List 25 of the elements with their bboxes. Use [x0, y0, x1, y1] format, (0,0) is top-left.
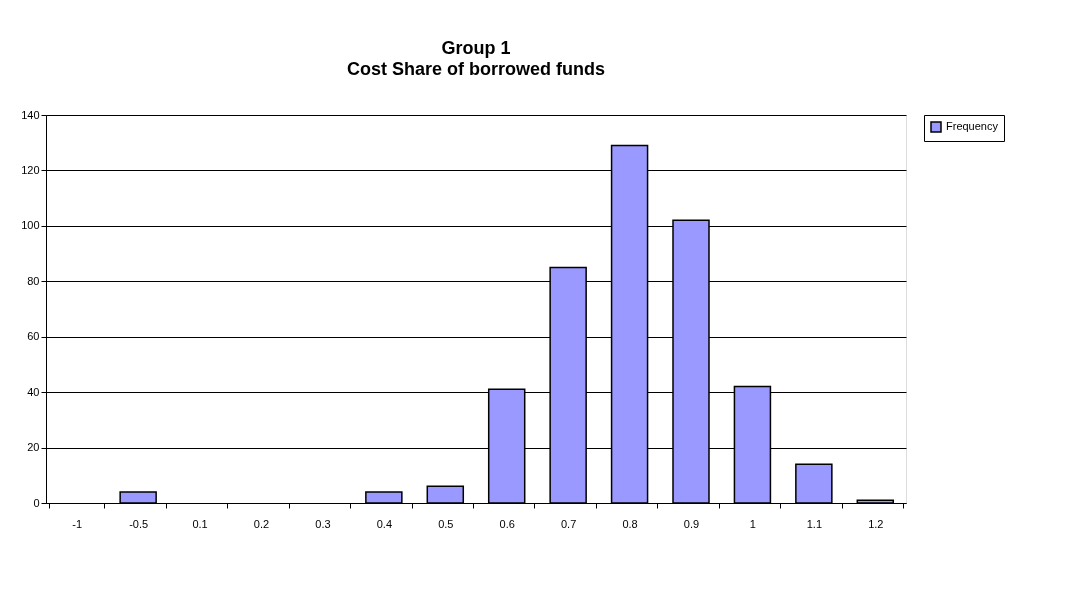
y-tick-label: 140 — [21, 108, 40, 121]
x-tick-label: 0.9 — [683, 517, 700, 530]
x-tick-label: 0.2 — [253, 517, 270, 530]
x-tick-label: 0.3 — [315, 517, 331, 530]
x-tick-label: 0.1 — [192, 517, 208, 530]
x-tick-label: 0.4 — [376, 517, 393, 530]
x-tick-label: 0.8 — [622, 517, 638, 530]
x-tick-label: -1 — [72, 517, 83, 530]
y-tick-label: 40 — [27, 385, 40, 398]
x-tick-label: 0.7 — [560, 517, 577, 530]
x-tick-label: -0.5 — [129, 517, 149, 530]
y-tick-label: 120 — [21, 163, 40, 176]
x-tick-label: 0.5 — [438, 517, 454, 530]
x-tick-label: 0.6 — [499, 517, 515, 530]
x-tick-label: 1.1 — [806, 517, 823, 530]
y-tick-label: 80 — [27, 274, 40, 287]
x-tick-label: 1.2 — [868, 517, 884, 530]
y-tick-label: 0 — [33, 496, 40, 509]
chart-title: Group 1 — [441, 38, 511, 58]
y-tick-label: 20 — [27, 441, 40, 454]
y-tick-label: 60 — [27, 330, 40, 343]
chart-subtitle: Cost Share of borrowed funds — [346, 59, 606, 79]
legend-label: Frequency — [946, 120, 999, 132]
y-tick-label: 100 — [21, 219, 40, 232]
x-tick-label: 1 — [749, 517, 756, 530]
